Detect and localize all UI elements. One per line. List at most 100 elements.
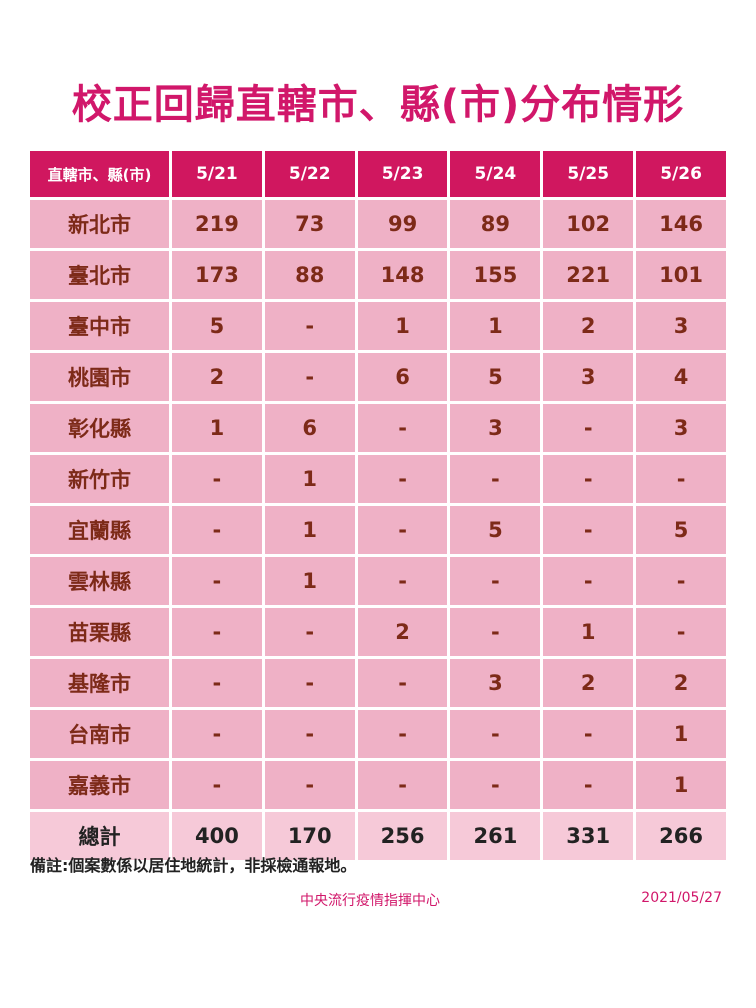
count-cell: 146 [636, 200, 726, 248]
count-cell: - [636, 608, 726, 656]
date: 2021/05/27 [641, 890, 722, 906]
count-cell: - [357, 659, 448, 707]
header-cell: 5/22 [264, 151, 355, 197]
count-cell: 88 [264, 251, 355, 299]
data-row: 臺中市 5-1 1 2 3 [30, 302, 726, 350]
count-cell: - [357, 506, 448, 554]
count-cell: - [450, 608, 541, 656]
count-cell: 5 [636, 506, 726, 554]
count-cell: 173 [172, 251, 262, 299]
count-cell: 3 [543, 353, 634, 401]
region-cell: 臺北市 [30, 251, 169, 299]
count-cell: - [264, 710, 355, 758]
count-cell: 3 [636, 302, 726, 350]
count-cell: 1 [264, 557, 355, 605]
header-cell: 5/25 [543, 151, 634, 197]
count-cell: 3 [450, 659, 541, 707]
count-cell: 1 [264, 455, 355, 503]
count-cell: 1 [264, 506, 355, 554]
count-cell: - [264, 761, 355, 809]
header-cell: 5/24 [450, 151, 541, 197]
count-cell: 5 [450, 353, 541, 401]
data-row: 新竹市 -1- - - - [30, 455, 726, 503]
data-row: 台南市 - - - - -1 [30, 710, 726, 758]
data-row: 桃園市 2-6 5 3 4 [30, 353, 726, 401]
count-cell: - [450, 455, 541, 503]
count-cell: 102 [543, 200, 634, 248]
count-cell: 1 [172, 404, 262, 452]
count-cell: - [450, 761, 541, 809]
table: 直轄市、縣(市) 5/21 5/22 5/23 5/24 5/25 5/26 新北市 219 73… [27, 148, 729, 863]
count-cell: 4 [636, 353, 726, 401]
count-cell: 101 [636, 251, 726, 299]
count-cell: - [172, 710, 262, 758]
count-cell: 221 [543, 251, 634, 299]
count-cell: 2 [636, 659, 726, 707]
count-cell: 1 [357, 302, 448, 350]
data-row: 彰化縣 1 6-3-3 [30, 404, 726, 452]
data-row: 宜蘭縣 -1-5-5 [30, 506, 726, 554]
count-cell: 5 [450, 506, 541, 554]
count-cell: - [543, 506, 634, 554]
count-cell: - [543, 404, 634, 452]
count-cell: - [357, 404, 448, 452]
count-cell: 2 [543, 302, 634, 350]
header-row: 直轄市、縣(市) 5/21 5/22 5/23 5/24 5/25 5/26 [30, 151, 726, 197]
total-cell: 170 [264, 812, 355, 860]
count-cell: - [172, 659, 262, 707]
region-cell: 基隆市 [30, 659, 169, 707]
data-row: 苗栗縣 - -2-1- [30, 608, 726, 656]
total-cell: 400 [172, 812, 262, 860]
count-cell: 155 [450, 251, 541, 299]
total-cell: 266 [636, 812, 726, 860]
region-cell: 苗栗縣 [30, 608, 169, 656]
region-cell: 新北市 [30, 200, 169, 248]
count-cell: - [543, 557, 634, 605]
region-cell: 新竹市 [30, 455, 169, 503]
total-label: 總計 [30, 812, 169, 860]
count-cell: 1 [450, 302, 541, 350]
region-cell: 桃園市 [30, 353, 169, 401]
header-cell: 直轄市、縣(市) [30, 151, 169, 197]
count-cell: - [543, 455, 634, 503]
count-cell: - [357, 761, 448, 809]
count-cell: 6 [264, 404, 355, 452]
data-row: 嘉義市 - - - - -1 [30, 761, 726, 809]
count-cell: 1 [636, 710, 726, 758]
header-cell: 5/23 [357, 151, 448, 197]
total-cell: 256 [357, 812, 448, 860]
region-cell: 臺中市 [30, 302, 169, 350]
count-cell: 73 [264, 200, 355, 248]
count-cell: - [357, 710, 448, 758]
count-cell: 148 [357, 251, 448, 299]
count-cell: 2 [543, 659, 634, 707]
data-row: 基隆市 - - -3 2 2 [30, 659, 726, 707]
count-cell: - [264, 608, 355, 656]
count-cell: - [543, 761, 634, 809]
region-cell: 彰化縣 [30, 404, 169, 452]
count-cell: - [636, 557, 726, 605]
count-cell: - [264, 659, 355, 707]
count-cell: - [264, 302, 355, 350]
count-cell: 2 [172, 353, 262, 401]
title: 校正回歸直轄市、縣(市)分布情形 [71, 82, 685, 128]
header-cell: 5/26 [636, 151, 726, 197]
count-cell: 3 [636, 404, 726, 452]
count-cell: - [264, 353, 355, 401]
total-cell: 261 [450, 812, 541, 860]
count-cell: 219 [172, 200, 262, 248]
count-cell: - [172, 506, 262, 554]
data-row: 臺北市 173 88 148 155 221 101 [30, 251, 726, 299]
count-cell: - [172, 557, 262, 605]
data-row: 新北市 219 73 99 89 102 146 [30, 200, 726, 248]
count-cell: - [543, 710, 634, 758]
count-cell: 1 [636, 761, 726, 809]
count-cell: - [450, 710, 541, 758]
count-cell: - [357, 557, 448, 605]
total-cell: 331 [543, 812, 634, 860]
region-cell: 宜蘭縣 [30, 506, 169, 554]
count-cell: - [450, 557, 541, 605]
count-cell: 5 [172, 302, 262, 350]
count-cell: - [172, 761, 262, 809]
